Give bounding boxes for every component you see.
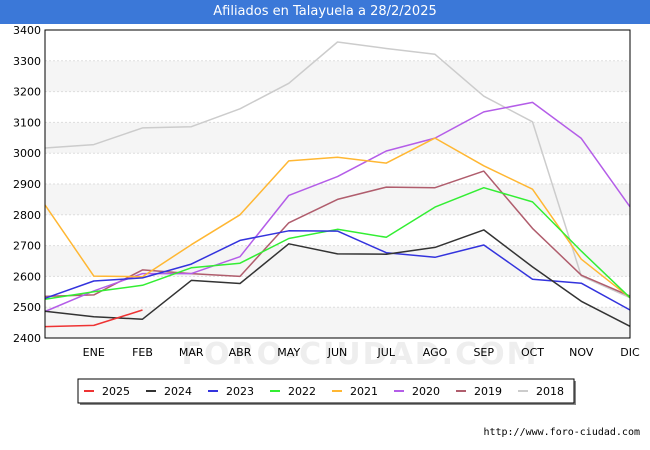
legend-label-2025: 2025	[102, 385, 130, 398]
y-tick-label: 3400	[13, 24, 41, 37]
legend-label-2018: 2018	[536, 385, 564, 398]
series-line-2020	[44, 101, 631, 313]
y-tick-label: 2900	[13, 178, 41, 191]
series-line-2018	[44, 41, 631, 299]
x-tick-label: ABR	[229, 346, 252, 359]
y-tick-label: 2500	[13, 301, 41, 314]
y-tick-label: 3000	[13, 147, 41, 160]
y-tick-label: 2700	[13, 240, 41, 253]
y-tick-label: 2800	[13, 209, 41, 222]
y-tick-label: 3100	[13, 116, 41, 129]
legend-label-2022: 2022	[288, 385, 316, 398]
x-tick-label: FEB	[132, 346, 153, 359]
y-tick-label: 2600	[13, 270, 41, 283]
x-tick-label: JUL	[377, 346, 396, 359]
series-line-2023	[44, 230, 631, 311]
x-tick-label: JUN	[327, 346, 348, 359]
x-tick-label: ENE	[83, 346, 105, 359]
legend-label-2024: 2024	[164, 385, 192, 398]
plot-band	[45, 214, 630, 246]
y-axis-ticks: 2400 2500 2600 2700 2800 2900 3000 3100 3200 3300…	[13, 24, 41, 345]
legend: 2025 2024 2023 2022 2021 2020 2019 2018	[77, 378, 576, 405]
plot-frame	[44, 29, 631, 339]
watermark: FORO-CIUDAD.COM	[182, 337, 539, 372]
plot-band	[45, 276, 630, 308]
plot-band	[45, 153, 630, 184]
series-line-2019	[44, 170, 631, 298]
plot-band	[45, 30, 630, 61]
series-line-2022	[44, 186, 631, 300]
plot-band	[45, 122, 630, 154]
plot-band	[45, 91, 630, 123]
x-tick-label: NOV	[569, 346, 594, 359]
legend-label-2019: 2019	[474, 385, 502, 398]
legend-box	[77, 378, 575, 404]
plot-band	[45, 307, 630, 338]
chart-title: Afiliados en Talayuela a 28/2/2025	[0, 0, 650, 24]
x-tick-label: AGO	[423, 346, 448, 359]
series-lines	[44, 41, 631, 328]
source-url[interactable]: http://www.foro-ciudad.com	[483, 427, 640, 438]
y-tick-label: 2400	[13, 332, 41, 345]
x-tick-label: OCT	[521, 346, 544, 359]
plot-band	[45, 60, 630, 92]
y-tick-label: 3200	[13, 86, 41, 99]
y-tick-label: 3300	[13, 55, 41, 68]
series-line-2021	[44, 137, 631, 299]
x-tick-label: MAY	[277, 346, 300, 359]
plot-band	[45, 245, 630, 277]
x-tick-label: SEP	[473, 346, 494, 359]
x-tick-label: MAR	[179, 346, 204, 359]
legend-label-2023: 2023	[226, 385, 254, 398]
series-line-2025	[44, 309, 143, 328]
legend-label-2020: 2020	[412, 385, 440, 398]
legend-label-2021: 2021	[350, 385, 378, 398]
x-tick-label: DIC	[620, 346, 640, 359]
x-axis-ticks: ENE FEB MAR ABR MAY JUN JUL AGO SEP OCT NOV DIC	[83, 346, 640, 359]
series-line-2024	[44, 229, 631, 327]
